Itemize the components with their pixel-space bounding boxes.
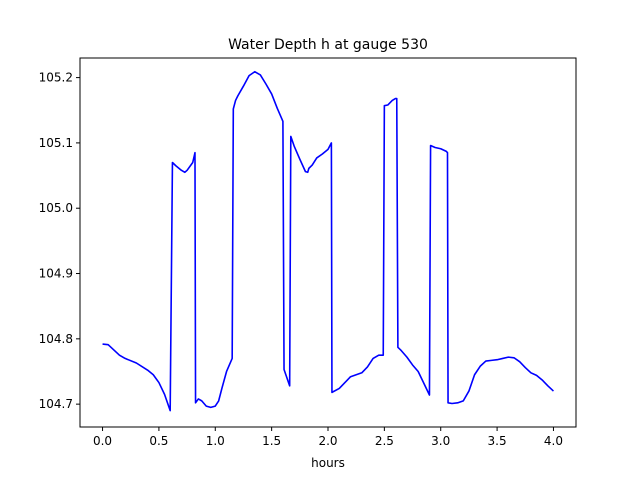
- x-tick-label: 2.0: [318, 434, 337, 448]
- plot-area: [102, 70, 554, 412]
- series-line-0: [102, 70, 554, 412]
- x-tick-label: 2.5: [375, 434, 394, 448]
- x-axis: 0.0 0.5 1.0 1.5 2.0 2.5 3.0 3.5 4.0: [93, 427, 563, 448]
- x-tick-label: 3.0: [431, 434, 450, 448]
- x-tick-label: 3.5: [488, 434, 507, 448]
- x-tick-label: 0.5: [149, 434, 168, 448]
- y-tick-label: 104.8: [39, 332, 73, 346]
- x-axis-label: hours: [311, 456, 345, 470]
- y-tick-label: 105.1: [39, 136, 73, 150]
- y-tick-label: 105.2: [39, 71, 73, 85]
- x-tick-label: 1.0: [206, 434, 225, 448]
- x-tick-label: 0.0: [93, 434, 112, 448]
- x-tick-label: 4.0: [544, 434, 563, 448]
- y-tick-label: 104.7: [39, 397, 73, 411]
- y-tick-label: 105.0: [39, 201, 73, 215]
- x-tick-label: 1.5: [262, 434, 281, 448]
- y-axis: 104.7 104.8 104.9 105.0 105.1 105.2: [39, 71, 80, 411]
- chart-title: Water Depth h at gauge 530: [228, 37, 428, 53]
- y-tick-label: 104.9: [39, 267, 73, 281]
